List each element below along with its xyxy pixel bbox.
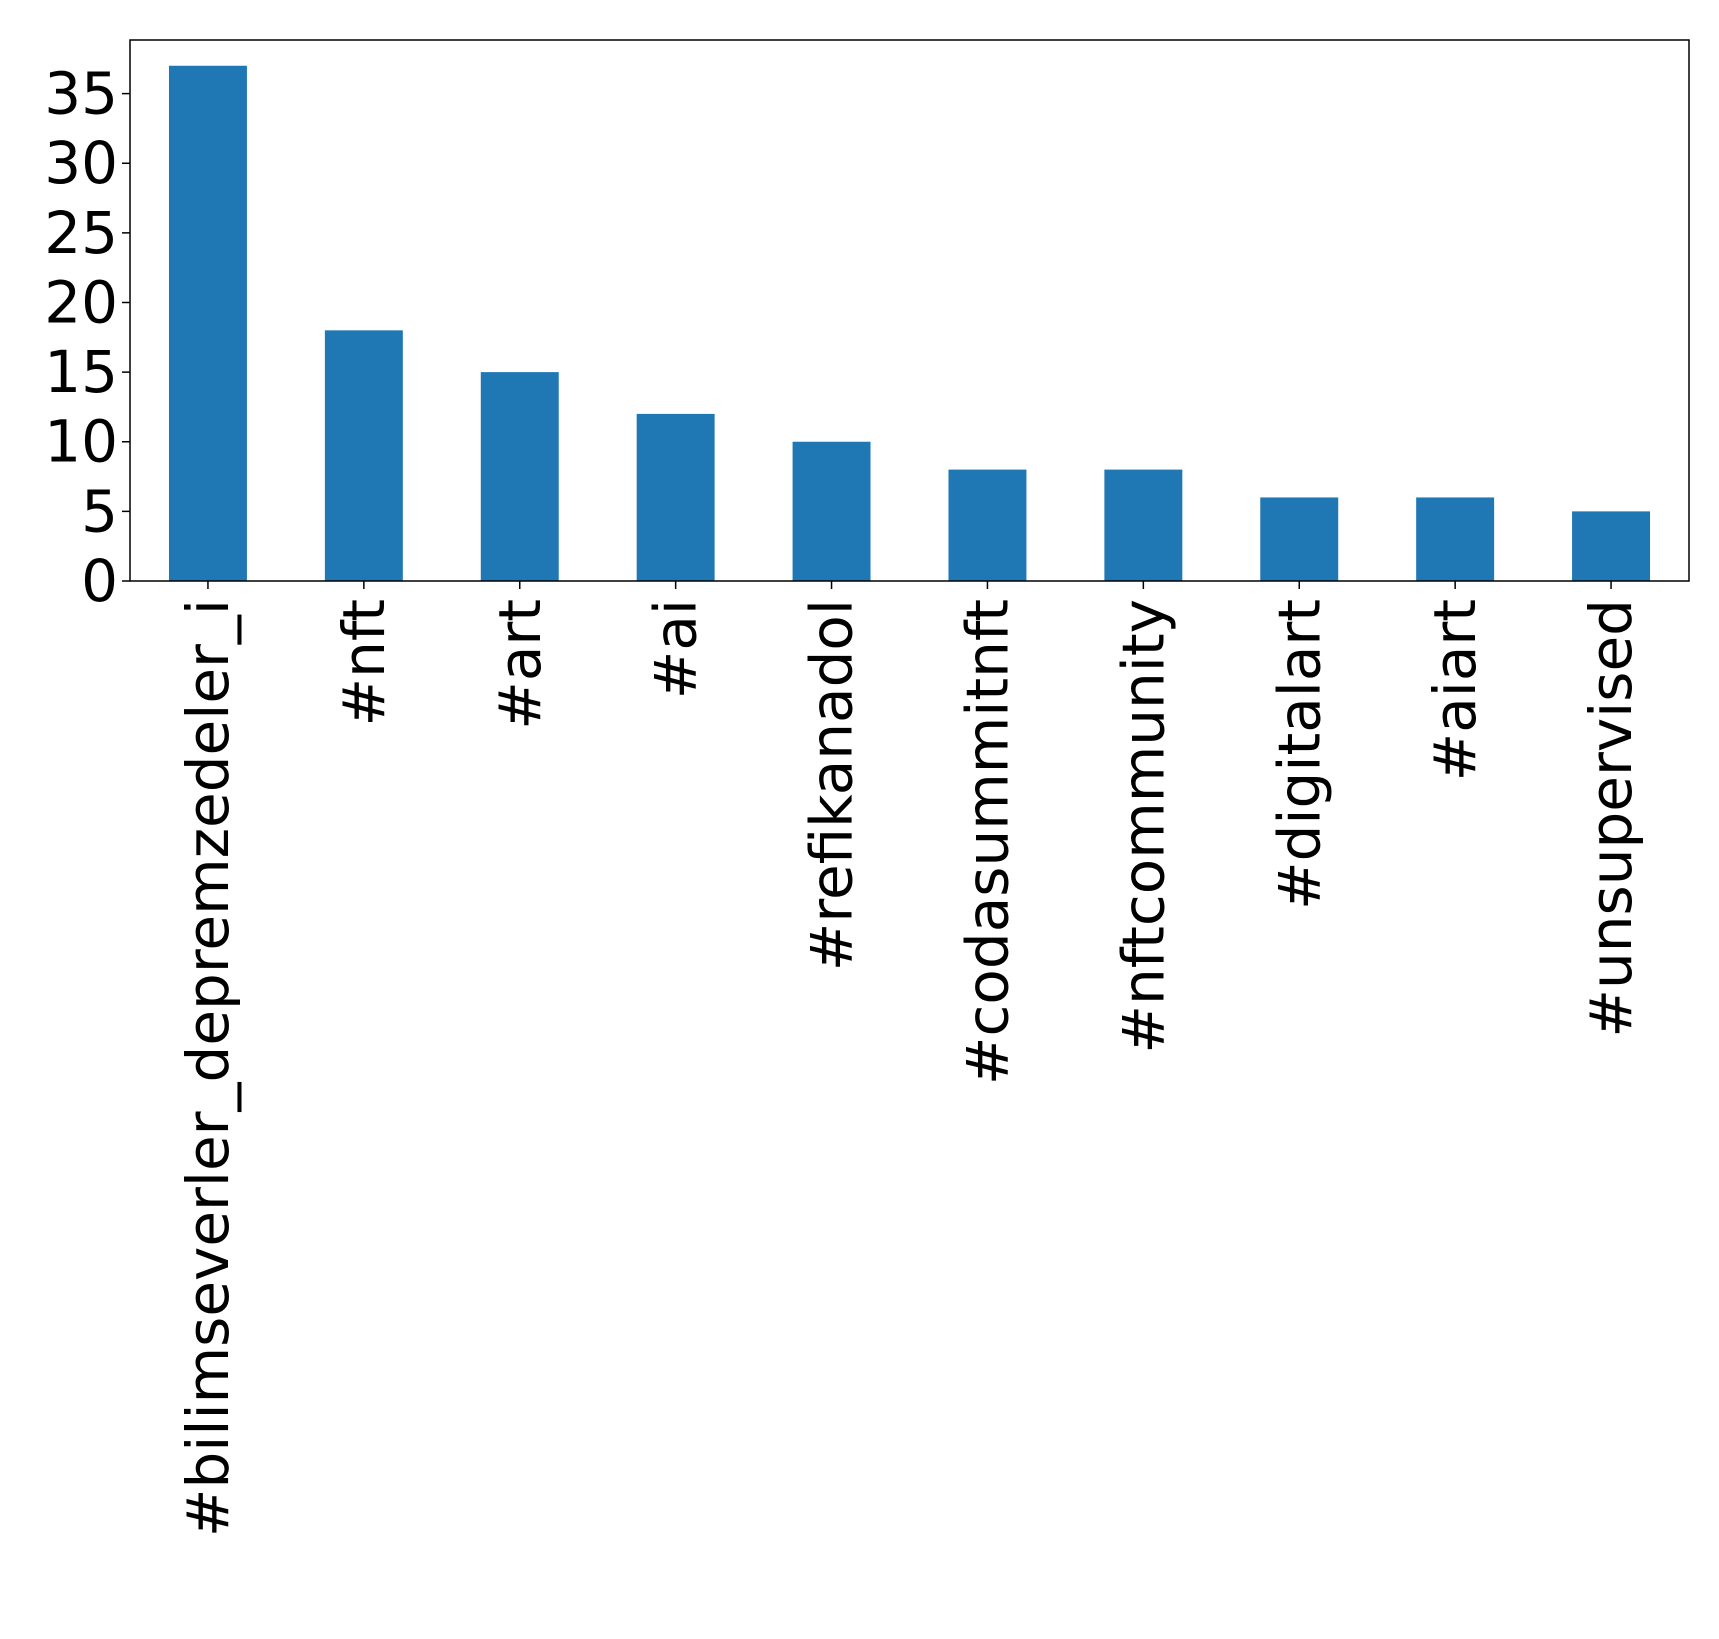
x-tick-label: #bilimseverler_depremzedeler_i xyxy=(174,599,242,1537)
x-tick-label: #aiart xyxy=(1421,599,1489,781)
y-tick-label: 20 xyxy=(44,268,118,336)
y-tick-label: 0 xyxy=(81,547,118,615)
bar xyxy=(792,441,871,581)
x-tick-label: #art xyxy=(486,599,554,730)
y-tick-label: 15 xyxy=(44,338,118,406)
x-tick-label: #nftcommunity xyxy=(1109,599,1177,1054)
bar xyxy=(1416,497,1495,581)
y-tick-label: 10 xyxy=(44,408,118,476)
bar xyxy=(1104,469,1183,581)
x-tick-label: #refikanadol xyxy=(798,599,866,971)
x-tick-label: #unsupervised xyxy=(1577,599,1645,1038)
x-tick-label: #digitalart xyxy=(1265,599,1333,910)
x-tick-label: #ai xyxy=(642,599,710,699)
bar xyxy=(1260,497,1339,581)
bar xyxy=(168,65,247,581)
bar xyxy=(480,372,559,581)
y-tick-label: 35 xyxy=(44,60,118,128)
bar xyxy=(1572,511,1651,581)
bar xyxy=(324,330,403,581)
y-tick-label: 5 xyxy=(81,477,118,545)
bar xyxy=(948,469,1027,581)
y-tick-label: 30 xyxy=(44,129,118,197)
x-axis: #bilimseverler_depremzedeler_i #nft #art #a… xyxy=(174,581,1645,1537)
x-tick-label: #codasummitnft xyxy=(953,599,1021,1085)
y-tick-label: 25 xyxy=(44,199,118,267)
bars-group xyxy=(168,65,1651,581)
plot-frame xyxy=(129,39,1690,582)
x-tick-label: #nft xyxy=(330,599,398,727)
bar xyxy=(636,413,715,581)
